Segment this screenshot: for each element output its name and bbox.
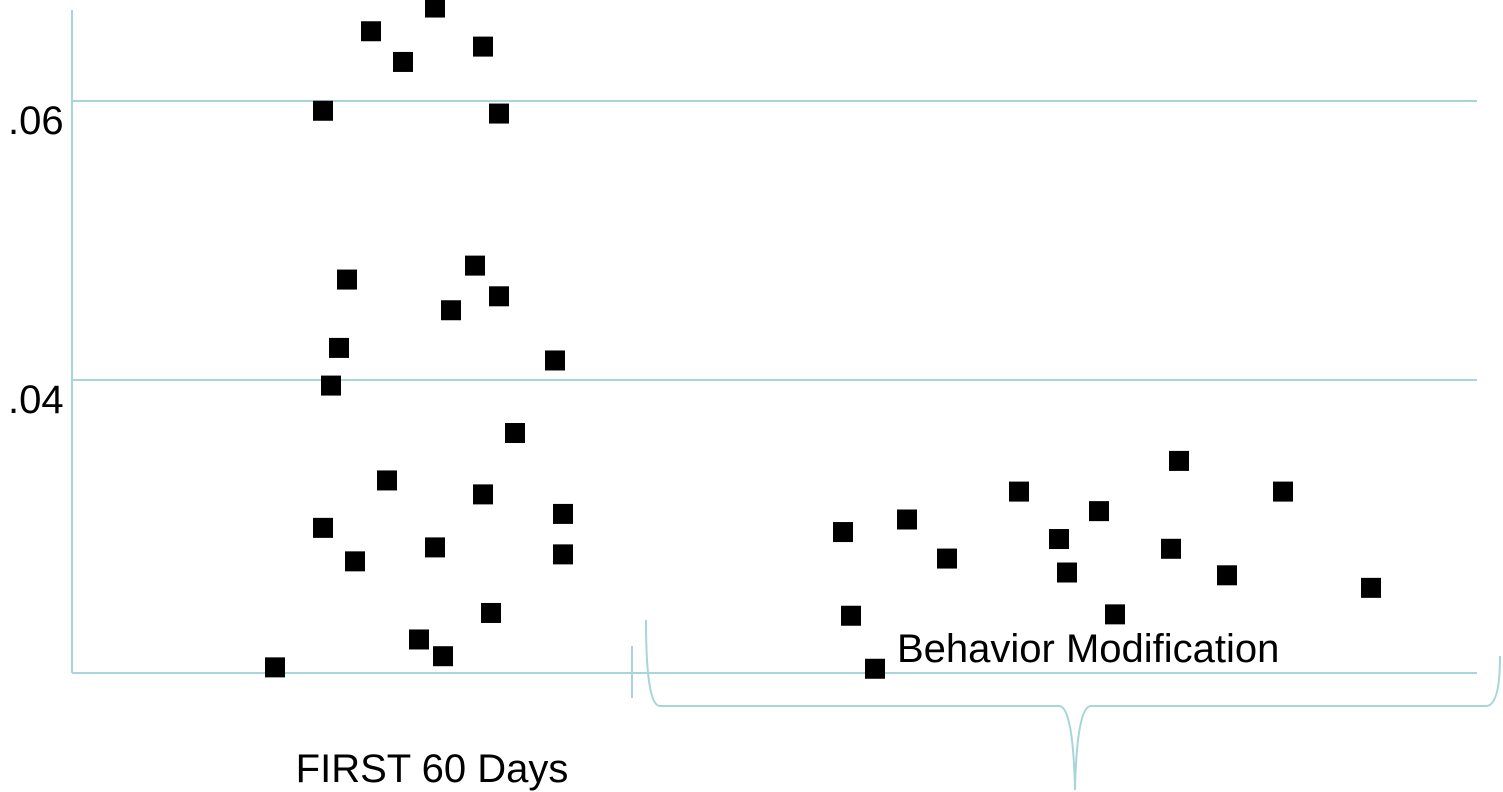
data-point-29 (937, 548, 957, 569)
data-point-31 (1049, 529, 1069, 550)
data-point-22 (545, 350, 565, 371)
data-point-24 (553, 544, 573, 565)
data-point-1 (313, 517, 333, 538)
data-point-7 (361, 21, 381, 42)
gridlines (71, 10, 1477, 674)
data-point-15 (465, 255, 485, 276)
y-tick-labels: .06 .04 (8, 99, 64, 422)
y-tick-label-1: .04 (8, 378, 64, 422)
data-point-3 (321, 375, 341, 396)
data-point-14 (441, 300, 461, 321)
data-point-0 (265, 657, 285, 678)
data-point-6 (345, 551, 365, 572)
data-point-26 (841, 605, 861, 626)
data-point-25 (833, 522, 853, 543)
data-point-4 (329, 337, 349, 358)
data-point-30 (1009, 481, 1029, 502)
data-point-18 (481, 602, 501, 623)
data-point-39 (1361, 577, 1381, 598)
data-point-8 (377, 470, 397, 491)
data-point-32 (1057, 562, 1077, 583)
data-point-11 (425, 537, 445, 558)
data-point-10 (409, 629, 429, 650)
phase-label-behavior-modification: Behavior Modification (897, 627, 1279, 671)
phase-bracket (631, 619, 1501, 791)
data-point-13 (433, 646, 453, 667)
data-point-16 (473, 484, 493, 505)
data-point-28 (897, 509, 917, 530)
data-point-38 (1273, 481, 1293, 502)
curly-brace (645, 619, 1501, 791)
data-point-20 (489, 103, 509, 124)
data-point-36 (1169, 450, 1189, 471)
data-point-33 (1089, 501, 1109, 522)
data-points (265, 0, 1381, 679)
data-point-35 (1161, 538, 1181, 559)
data-point-2 (313, 100, 333, 121)
data-point-27 (865, 658, 885, 679)
data-point-12 (425, 0, 445, 18)
data-point-9 (393, 51, 413, 72)
data-point-5 (337, 269, 357, 290)
y-tick-label-0: .06 (8, 99, 64, 143)
data-point-19 (489, 286, 509, 307)
data-point-23 (553, 503, 573, 524)
data-point-37 (1217, 565, 1237, 586)
phase-label-first-60-days: FIRST 60 Days (296, 747, 569, 791)
data-point-21 (505, 423, 525, 444)
data-point-17 (473, 36, 493, 57)
data-point-34 (1105, 604, 1125, 625)
